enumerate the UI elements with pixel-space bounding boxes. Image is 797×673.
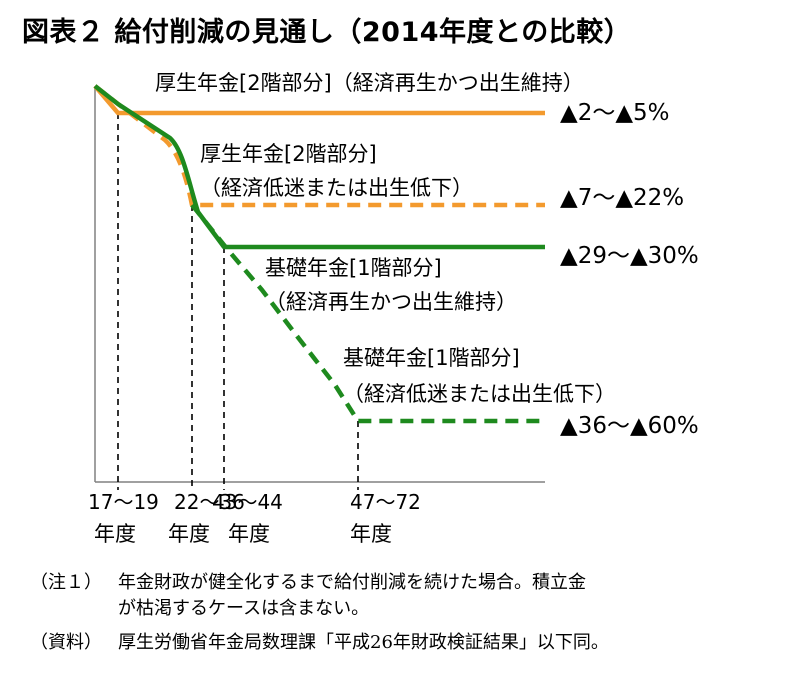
series-line-2	[93, 84, 545, 208]
series-lines	[93, 84, 545, 424]
series-3-value-label: ▲29～▲30%	[560, 243, 699, 269]
axes	[94, 86, 545, 483]
guide-lines	[117, 113, 359, 490]
note-1-line-2: が枯渇するケースは含まない。	[118, 598, 370, 619]
note-2-line-1: 厚生労働省年金局数理課「平成26年財政検証結果」以下同。	[118, 632, 609, 653]
series-2-name: 厚生年金[2階部分]	[200, 142, 377, 166]
x-tick-3: 43～44	[212, 490, 283, 514]
series-3-name-line-2: （経済再生かつ出生維持）	[265, 290, 517, 314]
series-line-3	[93, 84, 545, 250]
series-1-name: 厚生年金[2階部分]（経済再生かつ出生維持）	[155, 71, 584, 95]
note-1-line-1: 年金財政が健全化するまで給付削減を続けた場合。積立金	[118, 572, 586, 593]
series-4-name-line-2: （経済低迷または出生低下）	[343, 382, 616, 406]
x-tick-1: 17～19	[88, 490, 159, 514]
x-tick-3-suffix: 年度	[228, 522, 270, 546]
series-line-4	[190, 203, 545, 424]
series-2-value-label: ▲7～▲22%	[560, 185, 684, 211]
x-tick-4-suffix: 年度	[350, 522, 392, 546]
note-1: （注１） 年金財政が健全化するまで給付削減を続けた場合。積立金	[30, 568, 586, 594]
note-2: （資料） 厚生労働省年金局数理課「平成26年財政検証結果」以下同。	[30, 628, 609, 654]
series-4-name: 基礎年金[1階部分]	[343, 346, 520, 370]
series-4-value-label: ▲36～▲60%	[560, 413, 699, 439]
x-tick-2-suffix: 年度	[168, 522, 210, 546]
series-1-value-label: ▲2～▲5%	[560, 100, 670, 126]
series-line-1	[93, 84, 545, 116]
x-tick-2: 22～36	[174, 490, 245, 514]
chart-title: 図表２ 給付削減の見通し（2014年度との比較）	[22, 17, 632, 48]
note-2-tag: （資料）	[30, 632, 102, 653]
x-tick-4: 47～72	[350, 490, 421, 514]
chart-plot: 厚生年金[2階部分]（経済再生かつ出生維持） 厚生年金[2階部分] （経済低迷または…	[88, 71, 699, 546]
note-1-tag: （注１）	[30, 572, 102, 593]
series-3-name: 基礎年金[1階部分]	[265, 256, 442, 280]
series-labels: 厚生年金[2階部分]（経済再生かつ出生維持） 厚生年金[2階部分] （経済低迷または…	[155, 71, 616, 406]
x-tick-1-suffix: 年度	[94, 522, 136, 546]
value-labels: ▲2～▲5% ▲7～▲22% ▲29～▲30% ▲36～▲60%	[560, 100, 699, 439]
series-2-name-line-2: （経済低迷または出生低下）	[200, 176, 473, 200]
